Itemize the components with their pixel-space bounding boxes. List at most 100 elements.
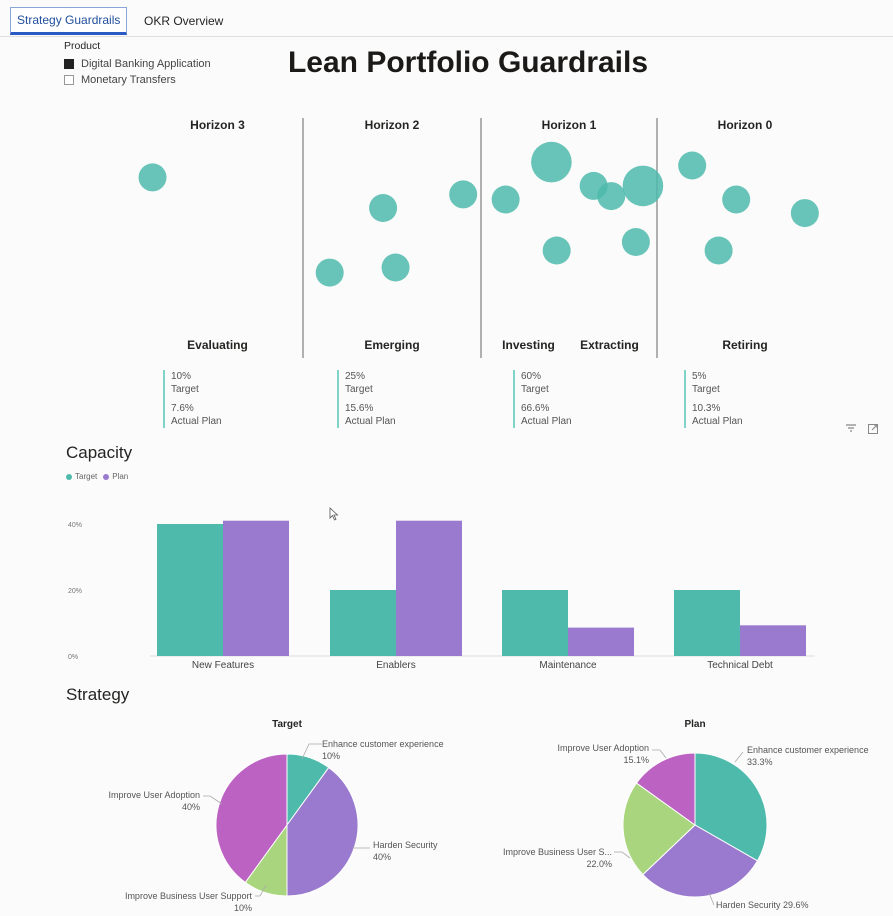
bubble-point bbox=[315, 258, 344, 287]
capacity-title: Capacity bbox=[66, 443, 133, 462]
x-category-label: New Features bbox=[192, 660, 254, 671]
legend-marker-target bbox=[66, 473, 72, 480]
pie-slice bbox=[635, 752, 696, 826]
mouse-cursor-icon bbox=[329, 507, 339, 521]
bubble-point bbox=[722, 185, 751, 214]
kpi-target-label: Target bbox=[345, 384, 373, 395]
kpi-actual-value: 15.6% bbox=[345, 403, 374, 414]
pie-title: Target bbox=[272, 719, 302, 730]
kpi-target-value: 10% bbox=[171, 371, 192, 382]
horizon-title: Horizon 2 bbox=[365, 118, 420, 132]
bar-plan bbox=[223, 520, 289, 656]
y-tick-label: 40% bbox=[68, 522, 82, 529]
kpi-actual-label: Actual Plan bbox=[171, 416, 222, 427]
kpi-target-value: 5% bbox=[692, 371, 707, 382]
bar-plan bbox=[568, 627, 634, 656]
slicer-item-label: Monetary Transfers bbox=[81, 74, 176, 86]
pie-slice-label: Harden Security 29.6% bbox=[716, 900, 809, 910]
y-tick-label: 0% bbox=[68, 654, 78, 661]
pie-slice bbox=[642, 824, 759, 898]
checkbox-checked-icon[interactable] bbox=[64, 59, 74, 69]
bubble-point bbox=[704, 236, 733, 265]
focus-mode-icon[interactable] bbox=[867, 423, 879, 438]
pie-slice-label: Enhance customer experience bbox=[747, 745, 869, 755]
bar-target bbox=[157, 524, 223, 656]
pie-slice-label: Improve User Adoption bbox=[557, 743, 649, 753]
bubble-point bbox=[597, 182, 626, 211]
kpi-target-value: 25% bbox=[345, 371, 366, 382]
pie-slice-percent: 40% bbox=[182, 802, 200, 812]
pie-slice-percent: 10% bbox=[234, 903, 252, 913]
kpi-card-horizon-0: 5% Target 10.3% Actual Plan bbox=[684, 370, 743, 428]
kpi-card-horizon-3: 10% Target 7.6% Actual Plan bbox=[163, 370, 222, 428]
horizon-title: Horizon 0 bbox=[718, 118, 773, 132]
bubble-point bbox=[449, 180, 478, 209]
bar-plan bbox=[740, 625, 806, 656]
pie-leader-line bbox=[734, 751, 744, 763]
kpi-target-label: Target bbox=[521, 384, 549, 395]
pie-slice-label: Improve User Adoption bbox=[108, 790, 200, 800]
bubble-point bbox=[622, 165, 664, 207]
pie-slice-percent: 33.3% bbox=[747, 757, 773, 767]
bubble-point bbox=[678, 151, 707, 180]
stage-label: Investing bbox=[502, 338, 555, 352]
filter-icon[interactable] bbox=[845, 423, 857, 436]
kpi-actual-label: Actual Plan bbox=[345, 416, 396, 427]
pie-leader-line bbox=[708, 892, 715, 906]
kpi-target-label: Target bbox=[171, 384, 199, 395]
tab-okr-overview[interactable]: OKR Overview bbox=[144, 14, 224, 28]
kpi-card-horizon-2: 25% Target 15.6% Actual Plan bbox=[337, 370, 396, 428]
pie-slice-percent: 22.0% bbox=[586, 859, 612, 869]
bar-target bbox=[330, 590, 396, 656]
legend-marker-plan bbox=[103, 473, 110, 480]
pie-title: Plan bbox=[684, 719, 705, 730]
pie-slice-percent: 15.1% bbox=[623, 755, 649, 765]
pie-slice-label: Harden Security bbox=[373, 840, 438, 850]
pie-slice-label: Improve Business User S... bbox=[503, 847, 612, 857]
pie-leader-line bbox=[614, 851, 631, 859]
bar-target bbox=[674, 590, 740, 656]
pie-slice bbox=[215, 753, 288, 884]
stage-label: Retiring bbox=[722, 338, 767, 352]
product-slicer: Product Digital Banking Application Mone… bbox=[64, 40, 211, 88]
kpi-card-horizon-1: 60% Target 66.6% Actual Plan bbox=[513, 370, 572, 428]
checkbox-unchecked-icon[interactable] bbox=[64, 75, 74, 85]
bubble-point bbox=[621, 228, 650, 256]
tab-strategy-guardrails[interactable]: Strategy Guardrails bbox=[10, 7, 128, 35]
pie-slice-percent: 40% bbox=[373, 852, 391, 862]
legend-label-plan: Plan bbox=[112, 472, 129, 481]
pie-slice bbox=[286, 766, 359, 897]
capacity-legend: Target Plan bbox=[66, 472, 128, 481]
slicer-item-monetary-transfers[interactable]: Monetary Transfers bbox=[64, 72, 211, 88]
x-category-label: Enablers bbox=[376, 660, 415, 671]
pie-leader-line bbox=[255, 884, 267, 897]
pie-slice-label: Improve Business User Support bbox=[125, 891, 253, 901]
bubble-point bbox=[790, 199, 819, 228]
bubble-point bbox=[531, 141, 572, 183]
bar-plan bbox=[396, 520, 462, 656]
bar-target bbox=[502, 590, 568, 656]
kpi-actual-label: Actual Plan bbox=[692, 416, 743, 427]
slicer-title: Product bbox=[64, 40, 101, 52]
bubble-point bbox=[542, 236, 571, 265]
strategy-title: Strategy bbox=[66, 685, 130, 704]
kpi-actual-value: 66.6% bbox=[521, 403, 550, 414]
slicer-item-digital-banking[interactable]: Digital Banking Application bbox=[64, 56, 211, 72]
kpi-target-label: Target bbox=[692, 384, 720, 395]
pie-slice bbox=[694, 752, 768, 862]
kpi-target-value: 60% bbox=[521, 371, 542, 382]
slicer-item-label: Digital Banking Application bbox=[81, 58, 211, 70]
page-title: Lean Portfolio Guardrails bbox=[287, 46, 649, 79]
horizon-title: Horizon 3 bbox=[190, 118, 245, 132]
horizon-title: Horizon 1 bbox=[542, 118, 597, 132]
kpi-actual-label: Actual Plan bbox=[521, 416, 572, 427]
stage-label: Evaluating bbox=[187, 338, 248, 352]
pie-leader-line bbox=[301, 743, 322, 760]
tab-bar: Strategy Guardrails OKR Overview bbox=[0, 0, 893, 37]
pie-slice-label: Enhance customer experience bbox=[322, 739, 444, 749]
stage-label: Extracting bbox=[580, 338, 639, 352]
stage-label: Emerging bbox=[364, 338, 419, 352]
